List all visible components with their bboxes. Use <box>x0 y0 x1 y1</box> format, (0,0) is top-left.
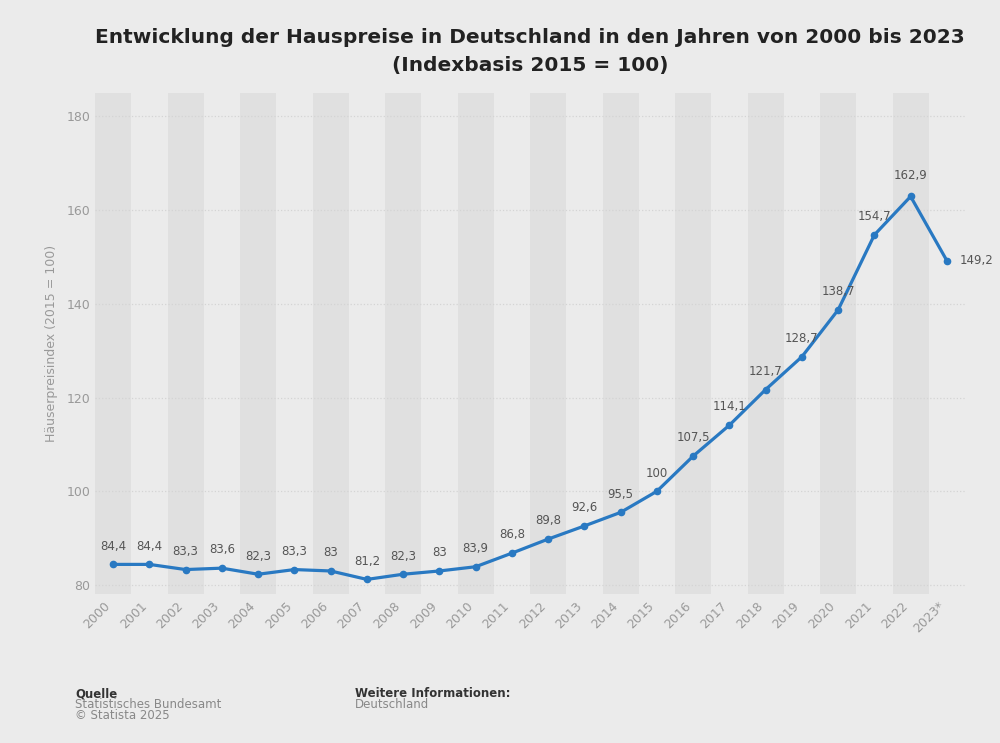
Bar <box>929 93 965 594</box>
Text: 83,3: 83,3 <box>173 545 199 558</box>
Text: 107,5: 107,5 <box>676 432 710 444</box>
Text: Weitere Informationen:: Weitere Informationen: <box>355 687 511 700</box>
Text: 86,8: 86,8 <box>499 528 525 542</box>
Bar <box>602 93 639 594</box>
Y-axis label: Häuserpreisindex (2015 = 100): Häuserpreisindex (2015 = 100) <box>45 245 58 442</box>
Bar <box>458 93 494 594</box>
Text: © Statista 2025: © Statista 2025 <box>75 709 170 721</box>
Bar <box>95 93 131 594</box>
Text: 81,2: 81,2 <box>354 555 380 568</box>
Bar <box>312 93 349 594</box>
Bar <box>494 93 530 594</box>
Text: Deutschland: Deutschland <box>355 698 429 711</box>
Text: Statistisches Bundesamt: Statistisches Bundesamt <box>75 698 221 711</box>
Bar <box>240 93 276 594</box>
Title: Entwicklung der Hauspreise in Deutschland in den Jahren von 2000 bis 2023
(Index: Entwicklung der Hauspreise in Deutschlan… <box>95 27 965 74</box>
Bar <box>711 93 748 594</box>
Bar <box>168 93 204 594</box>
Bar <box>784 93 820 594</box>
Text: 82,3: 82,3 <box>245 550 271 562</box>
Text: 154,7: 154,7 <box>858 210 891 223</box>
Text: 83,9: 83,9 <box>463 542 489 555</box>
Text: Quelle: Quelle <box>75 687 117 700</box>
Bar <box>276 93 312 594</box>
Text: 83: 83 <box>432 546 447 559</box>
Text: 121,7: 121,7 <box>749 365 782 378</box>
Text: 89,8: 89,8 <box>535 514 561 528</box>
Bar <box>566 93 602 594</box>
Text: 82,3: 82,3 <box>390 550 416 562</box>
Bar <box>748 93 784 594</box>
Text: 128,7: 128,7 <box>785 332 819 345</box>
Bar <box>349 93 385 594</box>
Bar <box>675 93 711 594</box>
Text: 138,7: 138,7 <box>821 285 855 298</box>
Bar <box>204 93 240 594</box>
Bar <box>856 93 893 594</box>
Bar <box>530 93 566 594</box>
Text: 100: 100 <box>646 467 668 479</box>
Text: 83,6: 83,6 <box>209 543 235 557</box>
Text: 83: 83 <box>323 546 338 559</box>
Bar <box>385 93 421 594</box>
Bar <box>131 93 168 594</box>
Text: 162,9: 162,9 <box>894 169 928 182</box>
Bar <box>639 93 675 594</box>
Text: 84,4: 84,4 <box>100 539 126 553</box>
Text: 149,2: 149,2 <box>960 254 993 267</box>
Text: 84,4: 84,4 <box>136 539 162 553</box>
Bar <box>421 93 458 594</box>
Bar <box>893 93 929 594</box>
Text: 83,3: 83,3 <box>281 545 307 558</box>
Text: 114,1: 114,1 <box>712 400 746 413</box>
Bar <box>820 93 856 594</box>
Text: 92,6: 92,6 <box>571 502 598 514</box>
Text: 95,5: 95,5 <box>608 487 634 501</box>
